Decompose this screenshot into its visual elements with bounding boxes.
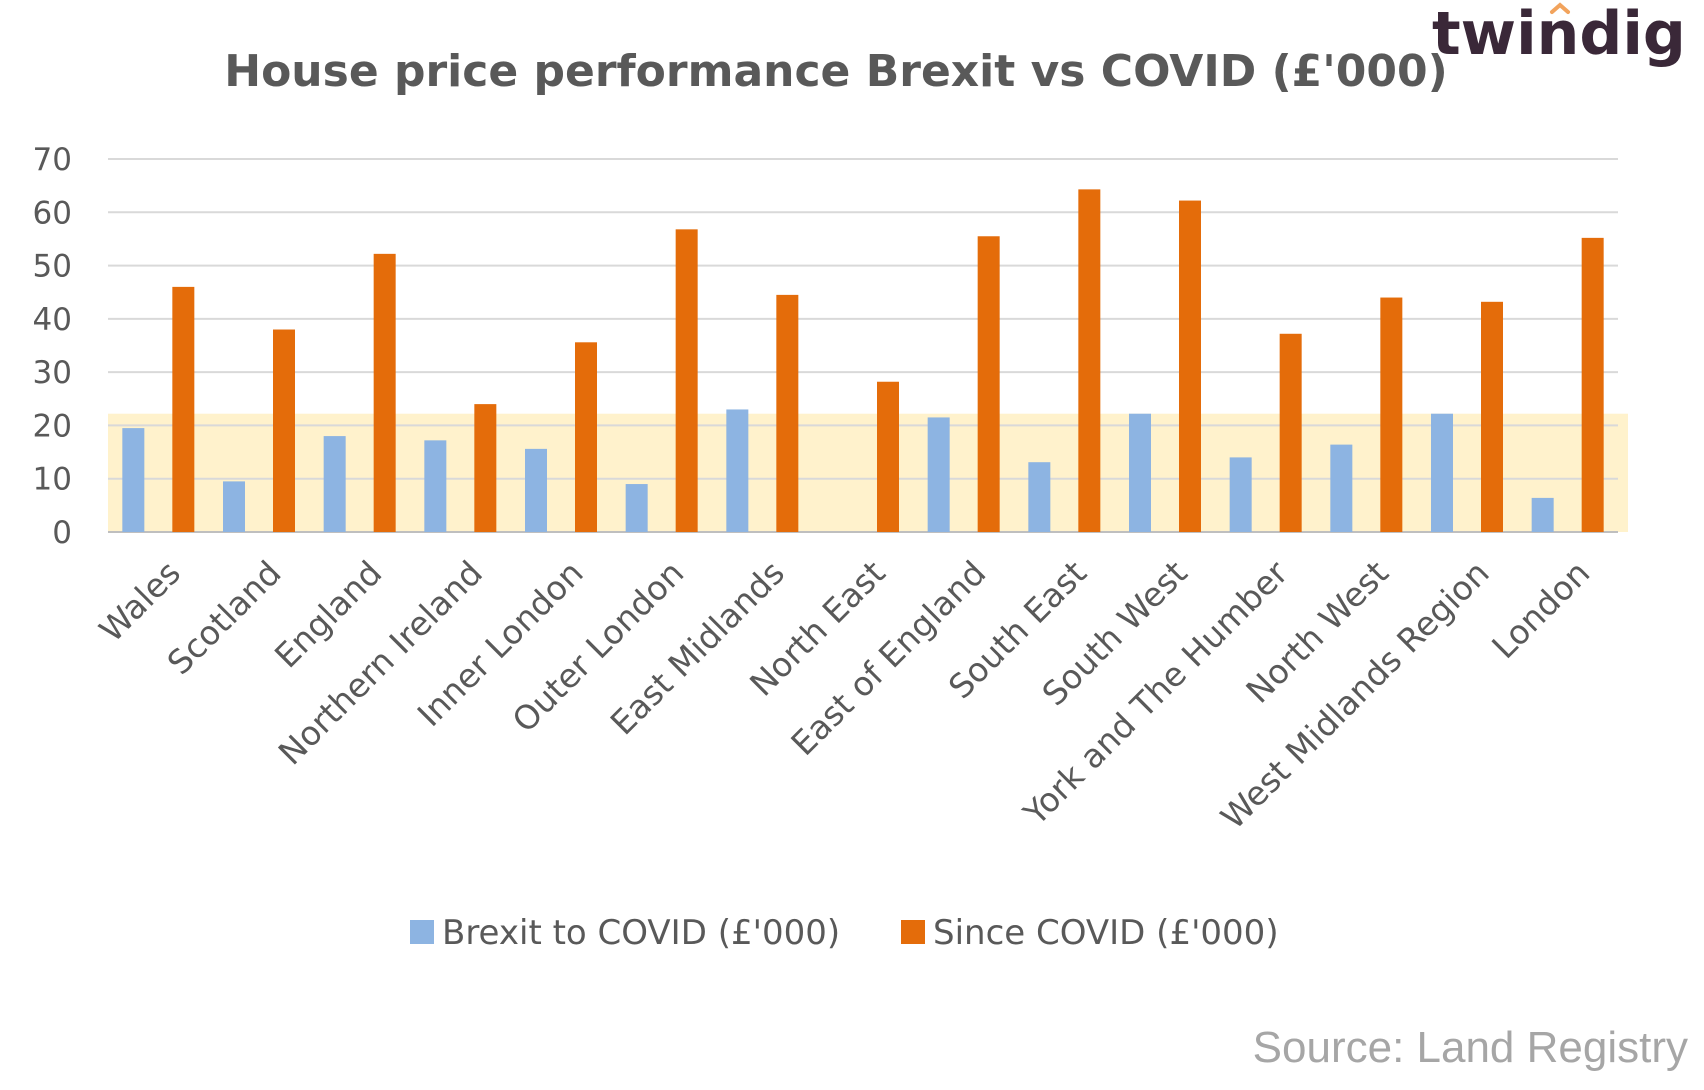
bar-brexit bbox=[1028, 462, 1051, 532]
y-tick-label: 10 bbox=[33, 462, 72, 498]
bar-covid bbox=[977, 236, 1000, 532]
y-tick-label: 20 bbox=[33, 408, 72, 444]
bar-brexit bbox=[323, 436, 346, 532]
y-tick-label: 50 bbox=[33, 249, 72, 285]
source-note: Source: Land Registry bbox=[1253, 1023, 1688, 1072]
bar-brexit bbox=[1229, 457, 1252, 532]
highlight-band bbox=[108, 413, 1628, 532]
y-tick-label: 30 bbox=[33, 355, 72, 391]
y-tick-label: 70 bbox=[33, 142, 72, 178]
x-category-label: London bbox=[1484, 553, 1597, 666]
bar-covid bbox=[1581, 237, 1604, 532]
x-category-label: East Midlands bbox=[603, 553, 792, 742]
bar-covid bbox=[776, 294, 799, 532]
bar-covid bbox=[273, 329, 295, 532]
y-tick-label: 60 bbox=[33, 195, 72, 231]
bar-brexit bbox=[726, 409, 749, 532]
legend-swatch-brexit bbox=[410, 920, 434, 944]
legend: Brexit to COVID (£'000) Since COVID (£'0… bbox=[410, 913, 1279, 953]
chart-title: House price performance Brexit vs COVID … bbox=[224, 46, 1447, 97]
bar-brexit bbox=[424, 440, 447, 532]
bar-brexit bbox=[1431, 413, 1453, 532]
bar-covid bbox=[1279, 333, 1302, 532]
bar-covid bbox=[575, 342, 597, 532]
bar-brexit bbox=[1129, 413, 1151, 532]
twindig-logo: twindig bbox=[1432, 0, 1686, 69]
logo-accent-icon bbox=[1550, 2, 1570, 14]
bar-covid bbox=[373, 253, 396, 532]
plot-area: 010203040506070WalesScotlandEnglandNorth… bbox=[33, 142, 1628, 837]
bar-covid bbox=[1380, 297, 1403, 532]
bar-brexit bbox=[1330, 444, 1353, 532]
x-category-label: Outer London bbox=[505, 553, 692, 740]
logo-text: twindig bbox=[1432, 0, 1686, 69]
bar-brexit bbox=[122, 428, 145, 532]
x-category-label: Wales bbox=[92, 553, 188, 649]
legend-swatch-covid bbox=[901, 920, 925, 944]
bar-covid bbox=[675, 229, 698, 532]
bar-covid bbox=[172, 286, 195, 532]
y-tick-label: 0 bbox=[52, 515, 72, 551]
bar-covid bbox=[1481, 301, 1503, 532]
legend-label-covid: Since COVID (£'000) bbox=[933, 913, 1279, 953]
bar-covid bbox=[877, 381, 899, 532]
legend-label-brexit: Brexit to COVID (£'000) bbox=[442, 913, 840, 953]
bar-covid bbox=[1179, 200, 1201, 532]
bar-covid bbox=[474, 404, 497, 532]
bar-brexit bbox=[223, 481, 245, 532]
bar-brexit bbox=[1531, 497, 1554, 532]
bar-brexit bbox=[625, 484, 648, 532]
bar-covid bbox=[1078, 189, 1101, 532]
bar-brexit bbox=[525, 448, 547, 532]
y-tick-label: 40 bbox=[33, 302, 72, 338]
bar-brexit bbox=[927, 417, 950, 532]
